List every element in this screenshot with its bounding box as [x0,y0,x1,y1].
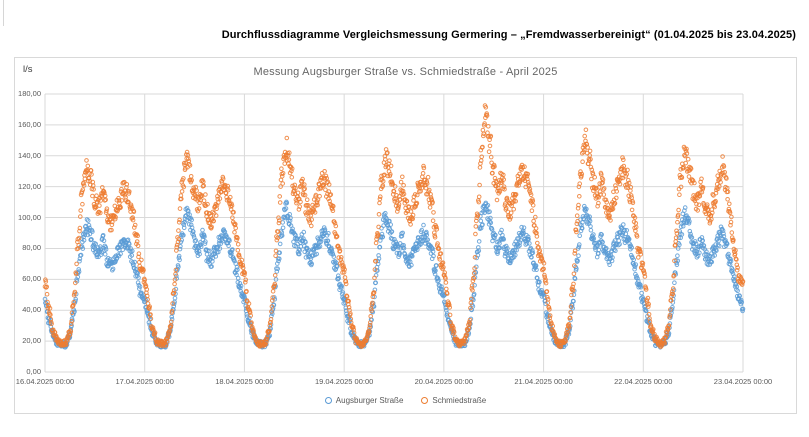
y-axis-tick-label: 0,00 [26,367,41,376]
x-axis-tick-label: 20.04.2025 00:00 [414,377,474,386]
legend-item-schmiedstrasse: Schmiedstraße [421,396,486,405]
y-axis-tick-label: 160,00 [18,119,41,129]
plot-area-svg [42,93,746,373]
legend-item-augsburger-strasse: Augsburger Straße [324,396,404,405]
legend-marker-icon [421,397,429,404]
series-points-schmiedstrasse [42,103,746,350]
y-axis-tick-label: 60,00 [22,274,41,284]
x-axis-tick-label: 19.04.2025 00:00 [314,377,374,386]
y-axis-unit-label: l/s [23,64,33,75]
y-axis-tick-label: 120,00 [18,181,41,191]
y-axis-tick-label: 100,00 [18,212,41,222]
y-axis-tick-label: 20,00 [22,336,41,346]
x-axis-tick-label: 22.04.2025 00:00 [614,377,673,386]
series-points-augsburger-strasse [42,199,746,350]
y-axis-tick-label: 40,00 [22,305,41,315]
legend-label: Augsburger Straße [335,396,404,405]
y-axis-tick-label: 180,00 [18,89,41,98]
flow-comparison-chart: Messung Augsburger Straße vs. Schmiedstr… [14,57,797,414]
x-axis-tick-label: 23.04.2025 00:00 [713,377,773,386]
x-axis-tick-label: 16.04.2025 00:00 [15,377,75,386]
x-axis-tick-label: 17.04.2025 00:00 [115,377,174,386]
document-title: Durchflussdiagramme Vergleichsmessung Ge… [221,29,796,41]
y-axis-tick-label: 140,00 [18,150,41,160]
chart-legend: Augsburger Straße Schmiedstraße [15,396,796,405]
x-axis-tick-label: 21.04.2025 00:00 [514,377,573,386]
legend-label: Schmiedstraße [432,396,487,405]
x-axis-tick-label: 18.04.2025 00:00 [215,377,274,386]
legend-marker-icon [324,397,332,404]
y-axis-tick-label: 80,00 [22,243,41,253]
page-margin-line [3,0,4,26]
chart-title: Messung Augsburger Straße vs. Schmiedstr… [253,66,558,78]
